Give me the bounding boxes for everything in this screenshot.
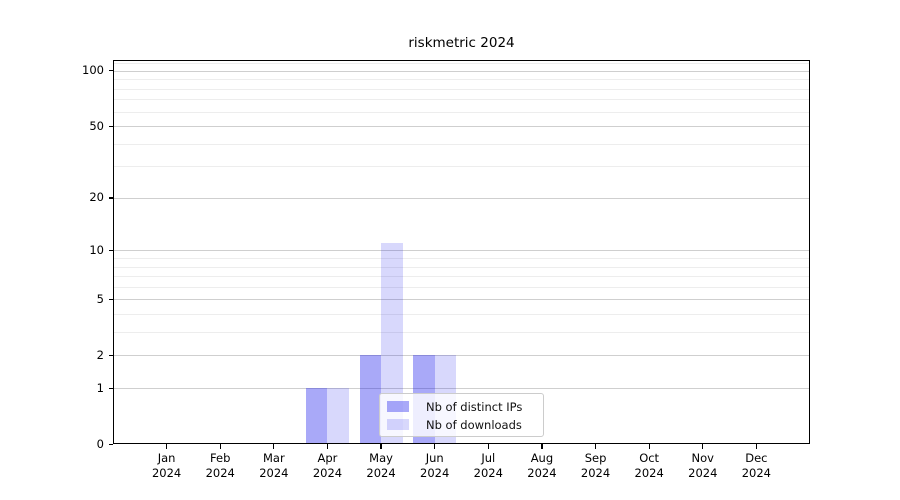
x-tick-year: 2024 <box>580 465 611 480</box>
y-tick-mark <box>108 249 113 251</box>
x-tick-mark <box>487 444 489 449</box>
x-tick-year: 2024 <box>527 465 557 480</box>
legend-row: Nb of distinct IPs <box>380 400 543 414</box>
legend-swatch <box>387 401 409 412</box>
y-tick-label: 0 <box>96 436 104 451</box>
bar-apr-downloads <box>327 388 349 445</box>
y-tick-label: 5 <box>96 291 104 306</box>
minor-gridline <box>113 63 810 65</box>
x-tick-mark <box>594 444 597 449</box>
minor-gridline <box>113 314 810 316</box>
x-tick-year: 2024 <box>312 465 343 480</box>
plot-border <box>113 60 810 445</box>
x-tick-month: Mar <box>262 451 285 466</box>
x-tick-month: Sep <box>584 451 607 466</box>
major-gridline <box>113 70 810 72</box>
minor-gridline <box>113 258 810 259</box>
plot-area <box>113 60 810 445</box>
major-gridline <box>113 250 810 252</box>
y-tick-label: 1 <box>96 380 104 395</box>
x-tick-label: Jan 2024 <box>135 451 199 480</box>
x-tick-mark <box>273 444 275 449</box>
x-tick-label: Mar 2024 <box>242 451 306 480</box>
x-tick-month: Jun <box>425 451 444 466</box>
x-tick-mark <box>166 444 168 449</box>
x-tick-month: Apr <box>317 451 338 466</box>
legend-swatch <box>387 419 409 430</box>
y-tick-mark <box>108 70 113 72</box>
minor-gridline <box>113 143 810 145</box>
minor-gridline <box>113 111 810 113</box>
legend-label: Nb of distinct IPs <box>426 400 523 414</box>
x-tick-label: Feb 2024 <box>188 451 252 480</box>
y-tick-mark <box>108 387 113 389</box>
x-tick-mark <box>755 444 757 449</box>
y-tick-mark <box>108 298 113 300</box>
chart-title: riskmetric 2024 <box>408 35 515 51</box>
x-tick-year: 2024 <box>473 465 503 480</box>
x-tick-year: 2024 <box>741 465 772 480</box>
y-tick-label: 50 <box>89 118 104 133</box>
x-tick-month: Aug <box>530 451 554 466</box>
major-gridline <box>113 126 810 128</box>
x-tick-label: Oct 2024 <box>617 451 681 480</box>
minor-gridline <box>113 88 810 90</box>
x-tick-month: Nov <box>691 451 714 466</box>
x-tick-month: Feb <box>210 451 231 466</box>
x-tick-year: 2024 <box>205 465 235 480</box>
x-tick-mark <box>380 444 382 449</box>
x-tick-month: May <box>369 451 393 466</box>
x-tick-year: 2024 <box>151 465 182 480</box>
legend: Nb of distinct IPs Nb of downloads <box>379 393 544 437</box>
x-tick-mark <box>219 444 221 449</box>
x-tick-month: Jan <box>157 451 176 466</box>
x-tick-mark <box>541 444 543 449</box>
minor-gridline <box>113 99 810 101</box>
x-tick-year: 2024 <box>634 465 664 480</box>
bar-may-ips <box>359 355 382 445</box>
minor-gridline <box>113 79 810 81</box>
minor-gridline <box>113 286 810 288</box>
x-tick-label: Jul 2024 <box>456 451 520 480</box>
x-tick-month: Oct <box>639 451 660 466</box>
x-tick-month: Dec <box>745 451 768 466</box>
y-tick-mark <box>108 125 113 127</box>
y-tick-mark <box>108 443 113 445</box>
major-gridline <box>113 355 810 357</box>
x-tick-label: Nov 2024 <box>671 451 735 480</box>
x-tick-label: Dec 2024 <box>724 451 788 480</box>
minor-gridline <box>113 166 810 168</box>
x-tick-label: Apr 2024 <box>295 451 359 480</box>
minor-gridline <box>113 276 810 278</box>
y-tick-mark <box>108 354 113 356</box>
y-tick-label: 10 <box>89 242 104 257</box>
bar-apr-ips <box>306 388 328 445</box>
x-tick-month: Jul <box>481 451 496 466</box>
legend-row: Nb of downloads <box>380 418 543 432</box>
x-tick-year: 2024 <box>688 465 718 480</box>
x-tick-label: May 2024 <box>349 451 413 480</box>
x-tick-mark <box>326 444 329 449</box>
major-gridline <box>113 299 810 301</box>
legend-label: Nb of downloads <box>426 418 522 432</box>
minor-gridline <box>113 266 810 268</box>
x-tick-label: Aug 2024 <box>510 451 574 480</box>
x-tick-year: 2024 <box>259 465 289 480</box>
y-tick-label: 2 <box>96 347 104 362</box>
x-tick-label: Sep 2024 <box>564 451 628 480</box>
minor-gridline <box>113 332 810 334</box>
y-tick-mark <box>108 197 113 199</box>
x-tick-year: 2024 <box>420 465 450 480</box>
x-tick-mark <box>702 444 704 449</box>
x-tick-label: Jun 2024 <box>403 451 467 480</box>
y-tick-label: 100 <box>82 63 104 78</box>
y-tick-label: 20 <box>89 190 104 205</box>
x-tick-mark <box>648 444 650 449</box>
major-gridline <box>113 388 810 390</box>
x-tick-mark <box>434 444 436 449</box>
x-tick-year: 2024 <box>366 465 396 480</box>
major-gridline <box>113 197 810 199</box>
